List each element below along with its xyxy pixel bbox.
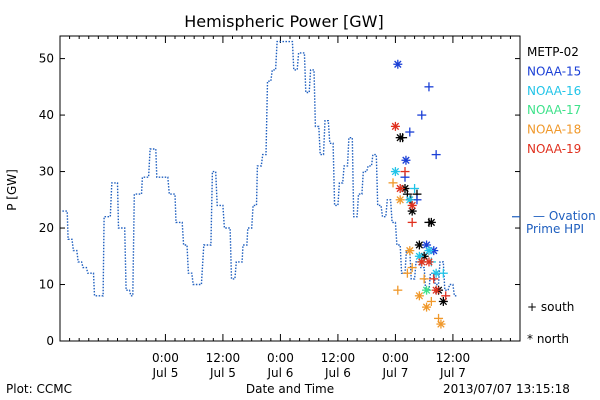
legend-entry: NOAA-17 (527, 103, 581, 117)
north-star-marker (390, 167, 400, 177)
south-plus-marker (388, 178, 398, 188)
ovation-series-line (62, 40, 458, 297)
y-tick-label: 0 (46, 334, 54, 348)
legend-ovation-line1: — Ovation (533, 209, 596, 223)
legend-entry: NOAA-16 (527, 84, 581, 98)
south-plus-marker (441, 291, 451, 301)
satellite-markers (388, 59, 451, 329)
south-plus-marker (402, 268, 412, 278)
north-star-marker (395, 184, 405, 193)
south-plus-marker (405, 127, 415, 137)
y-tick-label: 40 (39, 108, 54, 122)
x-tick-label-time: 0:00 (152, 351, 179, 365)
legend: METP-02 NOAA-15 NOAA-16 NOAA-17 NOAA-18 NOAA-… (512, 45, 581, 218)
north-star-marker (405, 246, 415, 256)
south-plus-marker (431, 150, 441, 160)
legend-entry: METP-02 (527, 45, 579, 59)
legend-south-symbol: + south (527, 300, 574, 314)
south-plus-marker (407, 263, 417, 273)
south-plus-marker (419, 274, 429, 284)
x-axis-label: Date and Time (246, 382, 334, 396)
south-plus-marker (417, 110, 427, 120)
north-star-marker (431, 268, 441, 278)
x-tick-label-time: 12:00 (206, 351, 241, 365)
chart-title: Hemispheric Power [GW] (184, 12, 383, 31)
legend-entry: NOAA-18 (527, 123, 581, 137)
legend-ovation-line2: Prime HPI (526, 222, 584, 236)
north-star-marker (393, 59, 403, 69)
north-star-marker (390, 121, 400, 131)
legend-entry: NOAA-15 (527, 64, 581, 78)
south-plus-marker (426, 296, 436, 306)
y-axis: 0 10 20 30 40 50 (39, 52, 520, 348)
north-star-marker (407, 200, 417, 210)
x-tick-label-date: Jul 6 (324, 366, 351, 380)
north-star-marker (395, 133, 405, 143)
footer-plot-credit: Plot: CCMC (6, 382, 72, 396)
north-star-marker (422, 285, 432, 295)
y-axis-label: P [GW] (5, 169, 19, 211)
x-tick-label-date: Jul 6 (266, 366, 293, 380)
x-tick-label-time: 12:00 (321, 351, 356, 365)
north-star-marker (417, 257, 427, 267)
south-plus-marker (429, 274, 439, 284)
north-star-marker (395, 195, 405, 205)
south-plus-marker (407, 217, 417, 227)
x-tick-label-date: Jul 7 (381, 366, 408, 380)
south-plus-marker (400, 167, 410, 177)
y-tick-label: 20 (39, 221, 54, 235)
x-tick-label-time: 0:00 (382, 351, 409, 365)
y-tick-label: 30 (39, 165, 54, 179)
north-star-marker (431, 285, 441, 295)
north-star-marker (414, 291, 424, 301)
legend-entry: NOAA-19 (527, 142, 581, 156)
x-tick-label-date: Jul 5 (151, 366, 178, 380)
x-tick-label-date: Jul 5 (209, 366, 236, 380)
north-star-marker (401, 155, 411, 165)
x-tick-label-time: 0:00 (267, 351, 294, 365)
x-tick-label-time: 12:00 (436, 351, 471, 365)
north-star-marker (436, 319, 446, 329)
south-plus-marker (424, 82, 434, 92)
south-plus-marker (410, 184, 420, 193)
north-star-marker (422, 302, 432, 312)
south-plus-marker (393, 285, 403, 295)
north-star-marker (426, 217, 436, 227)
north-star-marker (424, 257, 434, 267)
legend-north-symbol: * north (527, 332, 569, 346)
x-tick-label-date: Jul 7 (439, 366, 466, 380)
y-tick-label: 50 (39, 52, 54, 66)
y-tick-label: 10 (39, 278, 54, 292)
north-star-marker (438, 296, 448, 306)
north-star-marker (424, 246, 434, 256)
footer-timestamp: 2013/07/07 13:15:18 (443, 382, 570, 396)
